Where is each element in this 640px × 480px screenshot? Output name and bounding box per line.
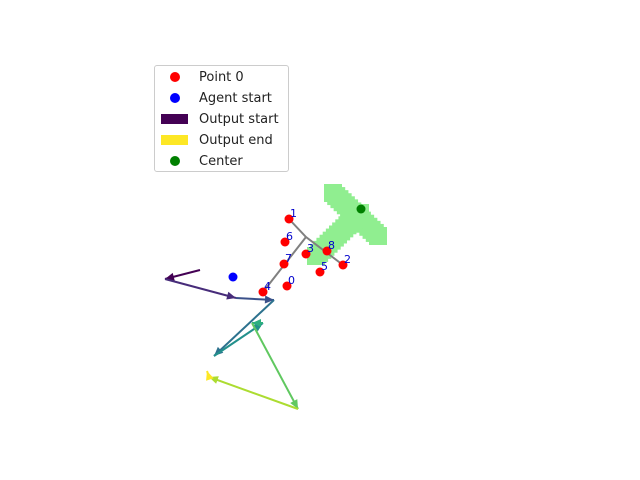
keypoint-label: 7 bbox=[285, 252, 292, 265]
path-segment bbox=[251, 322, 299, 410]
keypoint bbox=[279, 259, 289, 269]
keypoint-labels: 0 1 2 3 4 5 6 7 8 bbox=[264, 207, 351, 293]
legend-label-agent-start: Agent start bbox=[199, 90, 272, 106]
keypoint-label: 2 bbox=[344, 253, 351, 266]
shape-bar-cell bbox=[369, 227, 387, 245]
legend-marker-center bbox=[161, 152, 189, 170]
keypoints bbox=[258, 214, 348, 297]
path-segment bbox=[213, 299, 275, 357]
legend-entry-agent-start: Agent start bbox=[161, 89, 272, 107]
legend-marker-output-end bbox=[161, 131, 189, 149]
path-arrowhead bbox=[264, 295, 274, 304]
keypoint bbox=[338, 260, 348, 270]
path-arrowhead bbox=[252, 319, 261, 327]
keypoint bbox=[322, 246, 332, 256]
legend-label-center: Center bbox=[199, 153, 243, 169]
legend-entry-output-end: Output end bbox=[161, 131, 273, 149]
shape-stem-cell bbox=[307, 247, 325, 265]
keypoint bbox=[301, 249, 311, 259]
center-marker bbox=[356, 204, 366, 214]
path-arrowhead bbox=[226, 291, 236, 300]
path-arrowhead bbox=[290, 399, 298, 409]
keypoint-label: 6 bbox=[286, 230, 293, 243]
legend-entry-center: Center bbox=[161, 152, 243, 170]
keypoint-label: 0 bbox=[288, 274, 295, 287]
legend-marker-output-start bbox=[161, 110, 189, 128]
agent-start-marker bbox=[228, 272, 238, 282]
keypoint-label: 8 bbox=[328, 239, 335, 252]
path-segment bbox=[208, 376, 299, 410]
path-arrowhead bbox=[206, 371, 214, 381]
path-segment bbox=[164, 278, 237, 299]
keypoint bbox=[280, 237, 290, 247]
legend-marker-point0 bbox=[161, 68, 189, 86]
keypoint bbox=[282, 281, 292, 291]
legend-label-point0: Point 0 bbox=[199, 69, 244, 85]
keypoint-label: 3 bbox=[307, 242, 314, 255]
keypoint-label: 1 bbox=[290, 207, 297, 220]
legend-label-output-end: Output end bbox=[199, 132, 273, 148]
legend-marker-agent-start bbox=[161, 89, 189, 107]
output-path bbox=[164, 269, 299, 410]
keypoint-label: 5 bbox=[321, 260, 328, 273]
keypoint-label: 4 bbox=[264, 280, 271, 293]
legend-entry-output-start: Output start bbox=[161, 110, 279, 128]
legend-label-output-start: Output start bbox=[199, 111, 279, 127]
keypoint bbox=[315, 267, 325, 277]
legend-entry-point0: Point 0 bbox=[161, 68, 244, 86]
legend: Point 0 Agent start Output start Output … bbox=[154, 65, 289, 172]
keypoint bbox=[258, 287, 268, 297]
special-markers bbox=[228, 204, 366, 282]
keypoint bbox=[284, 214, 294, 224]
